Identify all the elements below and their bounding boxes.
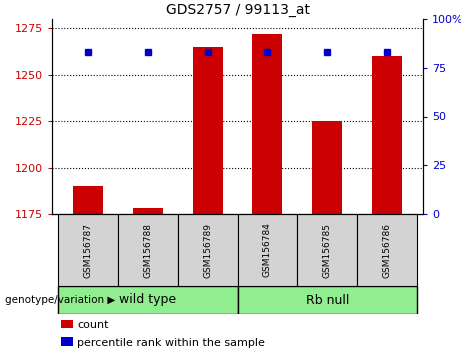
Bar <box>58 214 118 286</box>
Bar <box>193 47 223 214</box>
Bar <box>357 214 417 286</box>
Bar <box>297 214 357 286</box>
Text: count: count <box>77 320 109 330</box>
Text: GSM156785: GSM156785 <box>323 223 332 278</box>
Title: GDS2757 / 99113_at: GDS2757 / 99113_at <box>165 2 309 17</box>
Bar <box>372 56 402 214</box>
Bar <box>61 320 73 329</box>
Text: genotype/variation ▶: genotype/variation ▶ <box>5 295 115 305</box>
Bar <box>73 186 103 214</box>
Text: GSM156789: GSM156789 <box>203 223 212 278</box>
Text: GSM156788: GSM156788 <box>143 223 152 278</box>
Text: percentile rank within the sample: percentile rank within the sample <box>77 338 265 348</box>
Text: Rb null: Rb null <box>306 293 349 307</box>
Bar <box>237 214 297 286</box>
Text: GSM156784: GSM156784 <box>263 223 272 278</box>
Bar <box>118 214 177 286</box>
Bar <box>312 121 342 214</box>
Bar <box>61 337 73 346</box>
Bar <box>177 214 237 286</box>
Bar <box>133 209 163 214</box>
Text: GSM156787: GSM156787 <box>83 223 92 278</box>
Bar <box>58 286 237 314</box>
Text: GSM156786: GSM156786 <box>383 223 391 278</box>
Bar <box>237 286 417 314</box>
Bar <box>253 34 283 214</box>
Text: wild type: wild type <box>119 293 176 307</box>
